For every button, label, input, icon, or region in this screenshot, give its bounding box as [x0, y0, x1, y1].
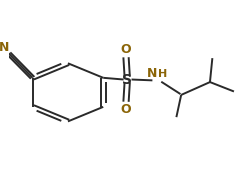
- Text: O: O: [121, 43, 131, 56]
- Text: H: H: [158, 69, 168, 78]
- Text: S: S: [122, 73, 132, 87]
- Text: N: N: [147, 67, 157, 80]
- Text: N: N: [0, 41, 9, 54]
- Text: O: O: [121, 103, 131, 116]
